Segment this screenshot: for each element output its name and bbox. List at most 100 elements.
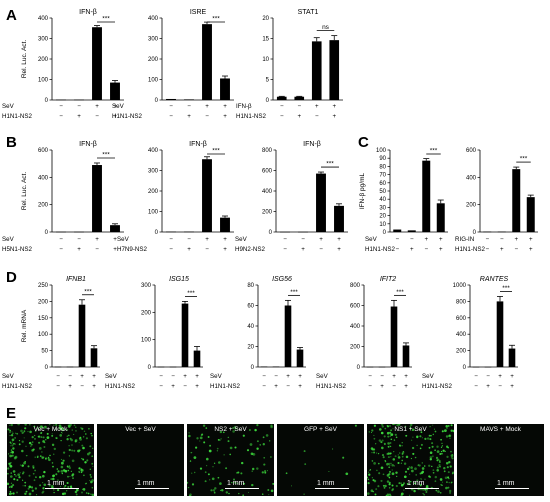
gfp-cell [390, 438, 393, 441]
gfp-cell [380, 479, 383, 482]
y-tick-label: 0 [45, 98, 49, 104]
cell-field [187, 424, 274, 496]
gfp-cell [24, 492, 27, 496]
bar [260, 366, 268, 368]
gfp-cell [397, 456, 401, 459]
condition-label: H1N1-NS2 [2, 113, 32, 120]
gfp-cell [57, 470, 60, 473]
panel-label-d: D [6, 269, 17, 286]
gfp-cell [71, 449, 74, 452]
gfp-cell [369, 469, 371, 471]
gfp-cell [264, 471, 267, 474]
gfp-cell [408, 466, 410, 468]
gfp-cell [34, 469, 36, 472]
gfp-cell [11, 431, 13, 433]
gfp-cell [419, 447, 422, 450]
y-tick-label: 5 [266, 78, 270, 84]
condition-sign: − [301, 236, 305, 243]
condition-sign: + [510, 383, 514, 390]
condition-sign: − [95, 113, 99, 120]
y-tick-label: 400 [262, 189, 273, 195]
condition-sign: + [298, 373, 302, 380]
gfp-cell [53, 447, 56, 451]
condition-sign: − [474, 373, 478, 380]
gfp-cell [386, 452, 389, 456]
gfp-cell [11, 450, 14, 454]
gfp-cell [53, 424, 55, 426]
gfp-cell [30, 443, 33, 446]
gfp-cell [11, 438, 15, 442]
gfp-cell [429, 456, 433, 459]
gfp-cell [238, 492, 240, 495]
gfp-cell [20, 429, 23, 433]
chart-d4: 0 200 400 600 800 IFIT2*** SeV − − + + H1N1-NS2 − + − + [316, 276, 412, 390]
gfp-cell [58, 424, 62, 428]
gfp-cell [90, 476, 92, 478]
gfp-cell [381, 454, 385, 457]
gfp-cell [40, 432, 42, 434]
gfp-cell [371, 460, 374, 462]
condition-sign: − [368, 383, 372, 390]
y-tick-label: 50 [41, 349, 48, 355]
condition-sign: + [439, 246, 443, 253]
gfp-cell [393, 450, 395, 453]
condition-label: SeV [422, 373, 435, 380]
gfp-cell [21, 431, 24, 435]
gfp-cell [266, 470, 268, 472]
gfp-cell [24, 481, 27, 484]
y-axis-label: Rel. mRNA [21, 309, 28, 342]
gfp-cell [382, 473, 385, 476]
condition-sign: + [113, 236, 117, 243]
gfp-cell [388, 466, 391, 469]
gfp-cell [410, 439, 413, 441]
gfp-cell [68, 466, 72, 470]
y-tick-label: 400 [148, 16, 159, 22]
gfp-cell [439, 478, 443, 481]
gfp-cell [236, 482, 238, 484]
gfp-cell [25, 490, 28, 493]
gfp-cell [69, 475, 71, 477]
gfp-cell [236, 427, 238, 430]
gfp-cell [405, 455, 409, 459]
y-tick-label: 0 [357, 365, 361, 371]
gfp-cell [254, 428, 257, 432]
gfp-cell [446, 427, 448, 429]
gfp-cell [14, 473, 16, 476]
gfp-cell [446, 445, 449, 448]
gfp-cell [7, 467, 10, 470]
gfp-cell [386, 462, 389, 466]
gfp-cell [381, 425, 384, 428]
cell-field [367, 424, 454, 496]
gfp-cell [401, 442, 403, 444]
condition-sign: + [113, 246, 117, 253]
y-tick-label: 300 [141, 283, 152, 289]
gfp-cell [10, 482, 13, 484]
gfp-cell [9, 435, 11, 437]
condition-sign: − [169, 113, 173, 120]
gfp-cell [16, 479, 19, 481]
gfp-cell [384, 459, 386, 462]
gfp-cell [384, 443, 386, 445]
gfp-cell [25, 454, 28, 457]
gfp-cell [448, 489, 452, 493]
gfp-cell [367, 471, 369, 473]
condition-sign: + [337, 246, 341, 253]
gfp-cell [91, 493, 94, 496]
condition-sign: + [113, 113, 117, 120]
gfp-cell [328, 470, 330, 473]
bar [407, 230, 416, 232]
condition-sign: + [439, 236, 443, 243]
gfp-cell [36, 427, 39, 430]
condition-sign: − [262, 383, 266, 390]
condition-sign: + [113, 103, 117, 110]
condition-sign: − [297, 103, 301, 110]
gfp-cell [214, 487, 217, 490]
y-tick-label: 70 [379, 173, 386, 179]
gfp-cell [11, 454, 14, 457]
gfp-cell [375, 488, 378, 491]
y-tick-label: 30 [379, 205, 386, 211]
gfp-cell [18, 476, 21, 479]
gfp-cell [9, 431, 11, 433]
y-tick-label: 200 [148, 189, 159, 195]
gfp-cell [268, 494, 270, 496]
